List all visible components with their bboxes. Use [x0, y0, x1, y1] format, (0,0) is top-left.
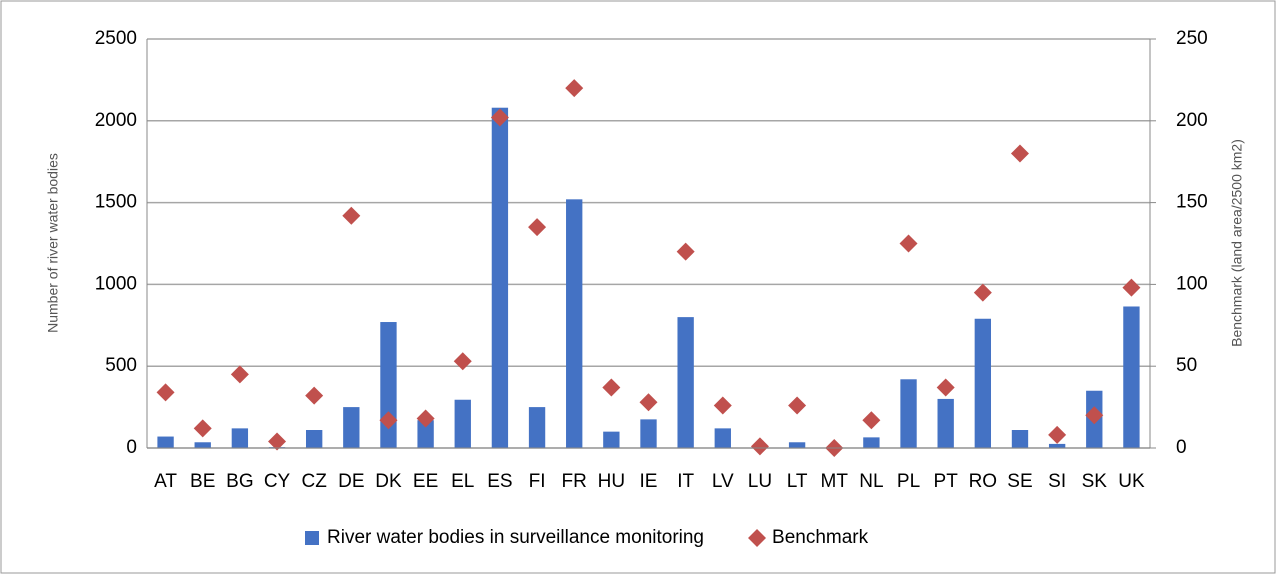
diamond-marker [230, 365, 249, 384]
bar [714, 428, 731, 448]
y-tick-label: 1500 [95, 192, 137, 213]
diamond-marker [490, 108, 509, 127]
x-tick-label: UK [1118, 471, 1145, 492]
y-tick-label: 2000 [95, 110, 137, 131]
y2-tick-label: 0 [1176, 437, 1187, 458]
diamond-marker [1048, 425, 1067, 444]
diamond-marker [268, 432, 287, 451]
x-tick-label: IT [677, 471, 694, 492]
x-tick-label: ES [487, 471, 512, 492]
bar [863, 437, 880, 448]
bar [1048, 443, 1066, 448]
x-tick-label: LT [787, 471, 808, 492]
x-tick-label: AT [154, 471, 177, 492]
bar [231, 428, 249, 448]
legend-swatch [748, 529, 767, 547]
diamond-marker [453, 352, 472, 371]
diamond-marker [1122, 278, 1141, 297]
y-tick-label: 500 [105, 355, 137, 376]
x-tick-label: IE [640, 471, 658, 492]
y2-tick-label: 50 [1176, 355, 1197, 376]
x-tick-label: NL [859, 471, 883, 492]
bar [157, 436, 174, 448]
diamond-marker [379, 411, 398, 430]
bar [454, 399, 471, 448]
x-tick-label: CY [264, 471, 291, 492]
x-tick-label: DK [375, 471, 402, 492]
x-tick-label: PL [897, 471, 920, 492]
bar [417, 420, 434, 448]
bar [528, 407, 546, 448]
y2-axis-label: Benchmark (land area/2500 km2) [1229, 139, 1245, 347]
diamond-marker [156, 383, 175, 402]
bar [788, 442, 806, 448]
x-tick-label: HU [598, 471, 625, 492]
diamond-marker [565, 79, 584, 98]
x-tick-label: LU [748, 471, 772, 492]
y2-tick-label: 100 [1176, 273, 1208, 294]
diamond-marker [973, 283, 992, 302]
x-tick-label: EL [451, 471, 474, 492]
legend-label: Benchmark [772, 527, 869, 548]
y2-tick-label: 150 [1176, 192, 1208, 213]
diamond-marker [1010, 144, 1029, 163]
x-tick-label: BE [190, 471, 215, 492]
x-tick-label: PT [934, 471, 959, 492]
y-axis-label: Number of river water bodies [45, 153, 61, 333]
legend-swatch [305, 531, 319, 545]
diamond-marker [899, 234, 918, 253]
x-tick-label: LV [712, 471, 734, 492]
diamond-marker [1085, 406, 1104, 425]
diamond-marker [750, 437, 769, 456]
y-tick-label: 2500 [95, 28, 137, 49]
bar [603, 431, 620, 448]
bar [491, 107, 509, 448]
x-tick-label: DE [338, 471, 364, 492]
bar [900, 379, 917, 448]
bar [937, 398, 954, 448]
x-tick-label: SI [1048, 471, 1066, 492]
bar [1123, 306, 1140, 448]
y2-tick-label: 250 [1176, 28, 1208, 49]
y2-tick-label: 200 [1176, 110, 1208, 131]
x-tick-label: BG [226, 471, 253, 492]
x-tick-label: FI [529, 471, 546, 492]
diamond-marker [528, 218, 547, 237]
x-tick-label: FR [562, 471, 587, 492]
x-tick-label: MT [821, 471, 849, 492]
bar [343, 407, 360, 448]
bar [305, 430, 323, 448]
x-tick-label: EE [413, 471, 438, 492]
x-tick-label: SK [1082, 471, 1108, 492]
bar [1011, 430, 1029, 448]
x-tick-label: SE [1007, 471, 1032, 492]
diamond-marker [305, 386, 324, 405]
bar [566, 199, 583, 448]
diamond-marker [193, 419, 212, 438]
diamond-marker [862, 411, 881, 430]
diamond-marker [676, 242, 695, 261]
legend-label: River water bodies in surveillance monit… [327, 527, 704, 548]
bar [677, 317, 694, 448]
y-tick-label: 1000 [95, 273, 137, 294]
diamond-marker [416, 409, 435, 428]
x-tick-label: CZ [302, 471, 328, 492]
bar [974, 318, 992, 448]
bar [640, 419, 657, 448]
diamond-marker [936, 378, 955, 397]
diamond-marker [788, 396, 807, 415]
diamond-marker [713, 396, 732, 415]
y-tick-label: 0 [126, 437, 137, 458]
diamond-marker [342, 206, 361, 225]
diamond-marker [639, 393, 658, 412]
bar [194, 442, 211, 448]
diamond-marker [602, 378, 621, 397]
x-tick-label: RO [969, 471, 998, 492]
